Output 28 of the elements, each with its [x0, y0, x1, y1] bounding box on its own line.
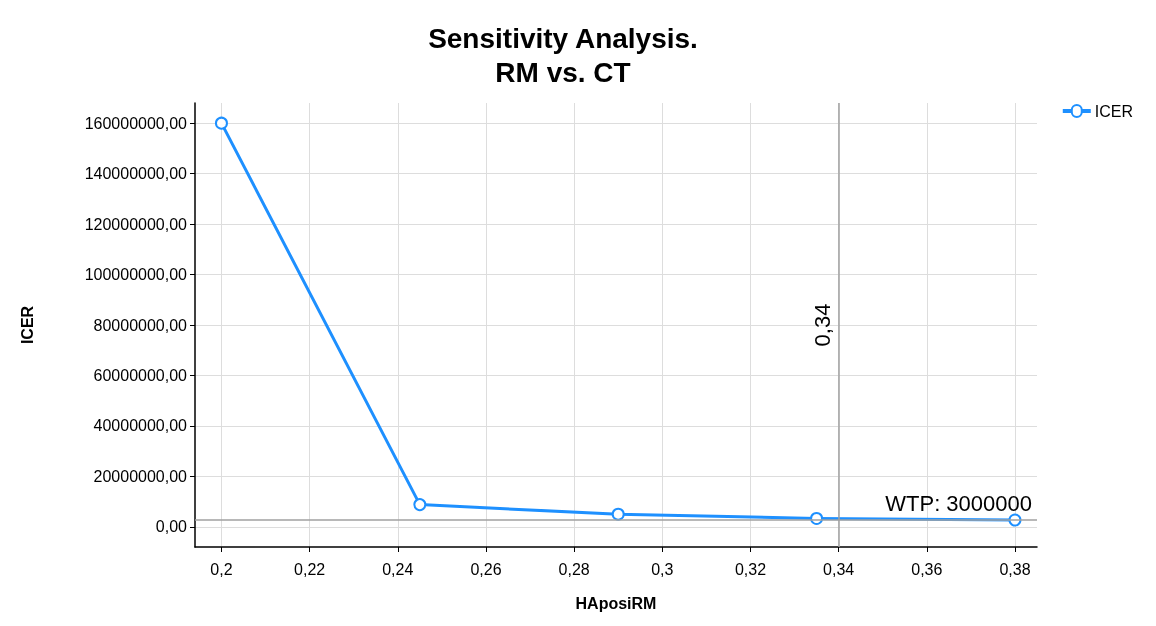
point [413, 498, 427, 512]
y-tick-label: 120000000,00 [84, 215, 188, 233]
legend-label: ICER [1094, 102, 1134, 120]
x-tick-label: 0,3 [651, 560, 674, 578]
ref-line-label: WTP: 3000000 [885, 490, 1032, 516]
y-tick-label: 100000000,00 [84, 266, 188, 284]
x-tick-label: 0,26 [470, 560, 502, 578]
x-tick-label: 0,38 [999, 560, 1031, 578]
x-tick-label: 0,22 [294, 560, 326, 578]
y-tick-label: 60000000,00 [93, 366, 188, 384]
x-tick-label: 0,34 [823, 560, 855, 578]
y-tick-label: 20000000,00 [93, 467, 188, 485]
y-tick-label: 40000000,00 [93, 417, 188, 435]
y-tick-label: 140000000,00 [84, 165, 188, 183]
x-tick-label: 0,2 [210, 560, 233, 578]
x-tick-label: 0,32 [734, 560, 767, 578]
y-tick-label: 160000000,00 [84, 114, 188, 132]
point [611, 507, 625, 521]
y-tick-label: 80000000,00 [93, 316, 188, 334]
ref-line-label: 0,34 [810, 303, 836, 347]
x-tick-label: 0,24 [382, 560, 414, 578]
point [214, 116, 228, 130]
y-axis-title: ICER [18, 305, 36, 345]
x-tick-label: 0,28 [558, 560, 590, 578]
x-axis-title: HAposiRM [575, 594, 657, 612]
y-tick-label: 0,00 [155, 518, 188, 536]
chart-title: Sensitivity Analysis. RM vs. CT [428, 22, 698, 88]
x-tick-label: 0,36 [911, 560, 943, 578]
